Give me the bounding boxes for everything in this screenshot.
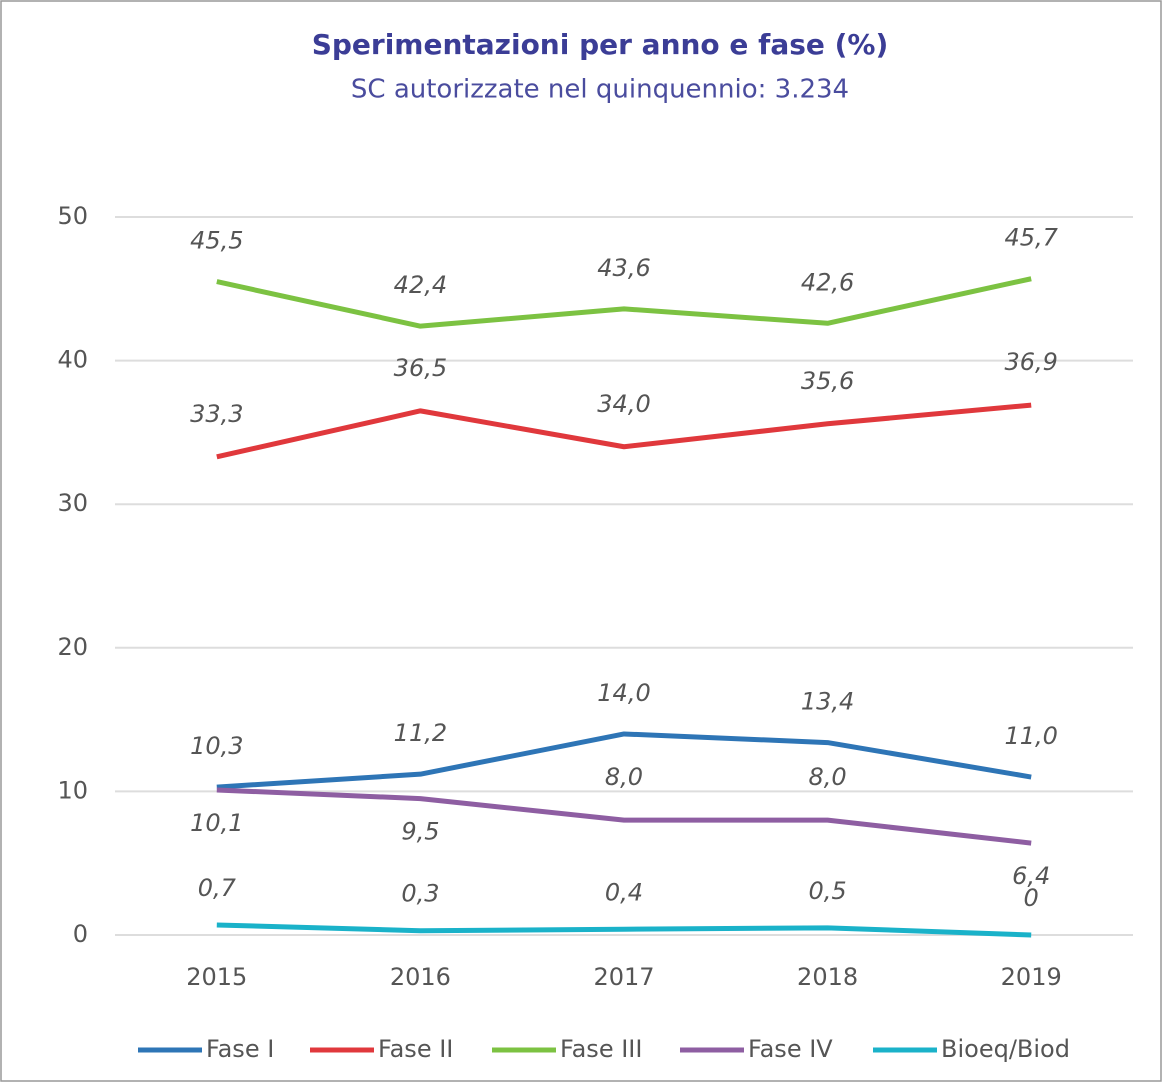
value-label: 13,4 (801, 688, 854, 716)
value-label: 8,0 (605, 763, 643, 791)
y-tick-label: 10 (57, 776, 88, 804)
value-label: 11,2 (394, 719, 447, 747)
value-label: 42,4 (394, 271, 447, 299)
y-tick-label: 0 (73, 920, 88, 948)
series-line (216, 276, 1032, 329)
value-label: 6,4 (1012, 862, 1050, 890)
legend-label: Fase II (378, 1035, 453, 1063)
y-tick-label: 20 (57, 633, 88, 661)
chart-title: Sperimentazioni per anno e fase (%) (312, 28, 889, 61)
value-label: 0,5 (809, 877, 847, 905)
value-label: 45,5 (190, 227, 243, 255)
y-tick-label: 40 (57, 346, 88, 374)
series-line (216, 787, 1032, 846)
value-label: 0 (1024, 884, 1039, 912)
value-label: 36,9 (1004, 348, 1057, 376)
y-tick-label: 30 (57, 489, 88, 517)
x-tick-label: 2015 (186, 963, 247, 991)
x-tick-label: 2018 (797, 963, 858, 991)
value-label: 0,4 (605, 878, 643, 906)
value-label: 33,3 (190, 400, 243, 428)
series-line (216, 402, 1032, 460)
value-label: 36,5 (394, 354, 447, 382)
value-label: 8,0 (809, 763, 847, 791)
y-tick-label: 50 (57, 202, 88, 230)
value-label: 34,0 (597, 390, 650, 418)
value-label: 9,5 (401, 818, 439, 846)
legend-label: Bioeq/Biod (941, 1035, 1070, 1063)
series-line (216, 922, 1032, 938)
chart-subtitle: SC autorizzate nel quinquennio: 3.234 (351, 75, 849, 105)
legend-label: Fase IV (748, 1035, 833, 1063)
value-label: 0,3 (401, 880, 439, 908)
x-tick-label: 2019 (1001, 963, 1062, 991)
value-label: 14,0 (597, 679, 650, 707)
value-label: 35,6 (801, 367, 854, 395)
value-label: 11,0 (1004, 722, 1057, 750)
x-tick-label: 2016 (390, 963, 451, 991)
x-tick-label: 2017 (593, 963, 654, 991)
value-label: 10,3 (190, 732, 243, 760)
legend-label: Fase I (206, 1035, 274, 1063)
value-label: 42,6 (801, 268, 854, 296)
value-label: 10,1 (190, 809, 243, 837)
value-label: 45,7 (1004, 224, 1058, 252)
legend-label: Fase III (560, 1035, 642, 1063)
value-label: 0,7 (198, 874, 237, 902)
series-line (216, 731, 1032, 790)
value-label: 43,6 (597, 254, 650, 282)
